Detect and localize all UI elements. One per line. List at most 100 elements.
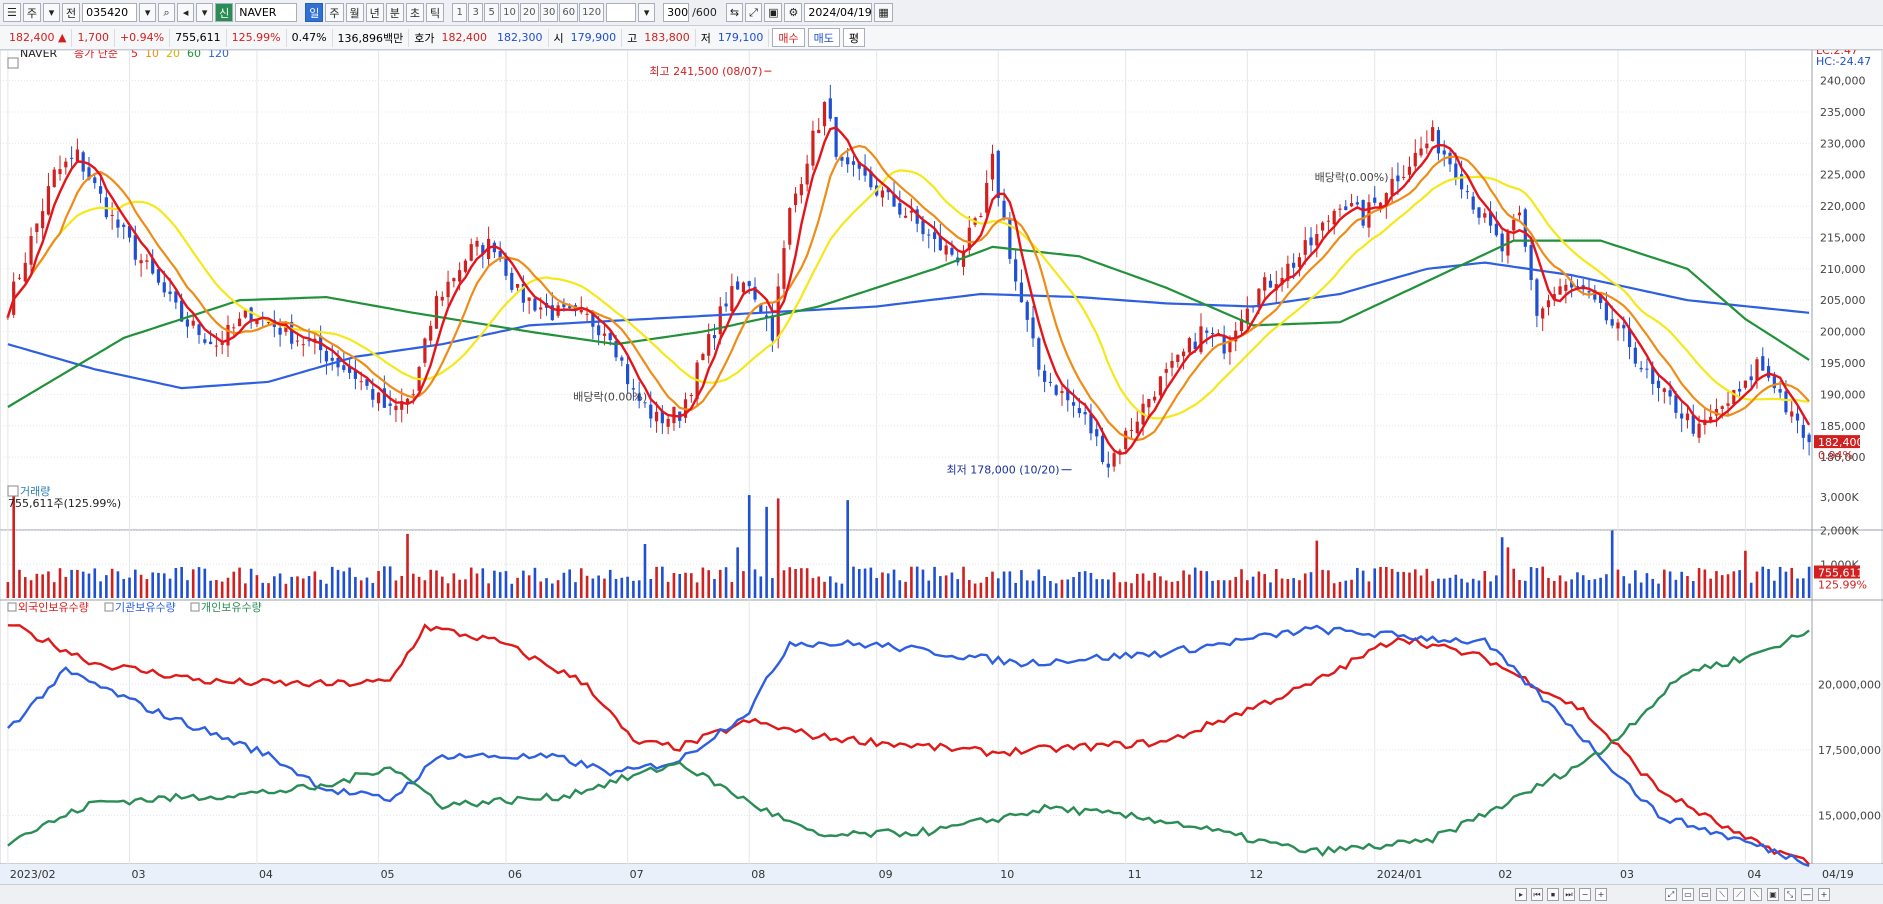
- scroll-control-4[interactable]: −: [1579, 888, 1591, 901]
- period-button-4[interactable]: 분: [385, 3, 404, 22]
- candle-body: [29, 236, 33, 265]
- scroll-control-3[interactable]: ⏭: [1563, 888, 1575, 901]
- x-tick-label: 07: [630, 868, 644, 881]
- scroll-control-5[interactable]: +: [1595, 888, 1607, 901]
- volume-bar: [435, 570, 438, 598]
- candle-body: [255, 320, 259, 325]
- chart-tool-2[interactable]: ▭: [1699, 888, 1711, 901]
- settings-gear-icon[interactable]: ⚙: [784, 3, 803, 22]
- volume-bar: [672, 572, 676, 598]
- stock-name-field[interactable]: NAVER: [235, 3, 298, 22]
- scroll-bar[interactable]: ▸ ⏮ ⏹ ⏭ − + ⤢ ▭ ▭ ⟍ ⟋ ⟍ ▣ ⤡ — +: [0, 884, 1883, 904]
- candle-body: [1616, 322, 1620, 329]
- scroll-control-1[interactable]: ⏮: [1531, 888, 1543, 901]
- code-dropdown-icon[interactable]: ▾: [139, 3, 157, 22]
- candle-body: [805, 163, 809, 185]
- candle-body: [1187, 338, 1191, 353]
- candle-body: [741, 282, 746, 293]
- candle-body: [139, 260, 143, 264]
- chart-tool-9[interactable]: +: [1818, 888, 1830, 901]
- chart-tool-6[interactable]: ▣: [1767, 888, 1779, 901]
- period-button-5[interactable]: 초: [405, 3, 424, 22]
- sell-button[interactable]: 매도: [807, 28, 840, 47]
- code-input[interactable]: 035420: [82, 3, 138, 22]
- volume-bar: [863, 568, 867, 598]
- period-dropdown-icon[interactable]: ▾: [43, 3, 60, 22]
- volume-bar: [649, 578, 653, 598]
- candle-body: [52, 169, 56, 188]
- volume-bar: [1153, 572, 1156, 598]
- candle-body: [597, 325, 601, 336]
- date-input[interactable]: 2024/04/19: [804, 3, 873, 22]
- candle-body: [1795, 413, 1800, 421]
- candle-body: [156, 269, 161, 283]
- ask-price: 182,400: [441, 31, 488, 44]
- candle-body: [898, 203, 902, 215]
- speaker-icon[interactable]: ◂: [177, 3, 195, 22]
- save-icon[interactable]: ▣: [764, 3, 783, 22]
- candle-body: [1025, 301, 1029, 320]
- volume-bar: [1790, 567, 1794, 598]
- chart-tool-8[interactable]: —: [1801, 888, 1813, 901]
- volume-bar: [1008, 571, 1012, 598]
- chart-tool-3[interactable]: ⟍: [1716, 888, 1728, 901]
- interval-button-30[interactable]: 30: [539, 3, 559, 22]
- volume-bar: [886, 573, 890, 598]
- interval-button-20[interactable]: 20: [519, 3, 539, 22]
- candle-body: [990, 153, 995, 180]
- scroll-control-0[interactable]: ▸: [1515, 888, 1527, 901]
- period-prefix[interactable]: 주: [22, 3, 41, 22]
- volume-bar: [1332, 583, 1336, 598]
- volume-bar: [1101, 579, 1104, 598]
- price-change-pct: +0.94%: [115, 28, 171, 47]
- period-button-6[interactable]: 틱: [426, 3, 445, 22]
- high-label: 고: [627, 31, 638, 45]
- chart-tool-7[interactable]: ⤡: [1784, 888, 1796, 901]
- volume-bar: [1107, 579, 1110, 598]
- period-button-1[interactable]: 주: [325, 3, 344, 22]
- chart-tool-4[interactable]: ⟋: [1733, 888, 1745, 901]
- period-button-2[interactable]: 월: [345, 3, 364, 22]
- price-tick-label: 190,000: [1820, 388, 1866, 401]
- custom-interval-input[interactable]: [606, 3, 637, 22]
- interval-dropdown-icon[interactable]: ▾: [638, 3, 656, 22]
- candle-body: [1529, 245, 1533, 280]
- calendar-icon[interactable]: ▦: [874, 3, 893, 22]
- interval-button-120[interactable]: 120: [579, 3, 605, 22]
- candle-body: [1112, 453, 1116, 467]
- search-icon[interactable]: ⌕: [158, 3, 176, 22]
- chart-tool-5[interactable]: ⟍: [1750, 888, 1762, 901]
- scroll-control-2[interactable]: ⏹: [1547, 888, 1559, 901]
- buy-button[interactable]: 매수: [772, 28, 805, 47]
- candle-body: [1263, 277, 1267, 291]
- eval-button[interactable]: 평: [842, 28, 866, 47]
- zoom-icon[interactable]: ⤢: [745, 3, 763, 22]
- interval-button-1[interactable]: 1: [452, 3, 468, 22]
- interval-button-10[interactable]: 10: [500, 3, 519, 22]
- period-button-3[interactable]: 년: [365, 3, 384, 22]
- volume-bar: [811, 578, 815, 598]
- data-count-input[interactable]: 300: [663, 3, 690, 22]
- interval-button-60[interactable]: 60: [559, 3, 579, 22]
- stock-chart[interactable]: 2023/02 03 04 05 06 07 08 09 10 11 12 2024/01 02 03 04…: [0, 50, 1883, 884]
- candle-body: [1361, 200, 1365, 226]
- symbol-dropdown-icon[interactable]: ▾: [196, 3, 214, 22]
- period-button-0[interactable]: 일: [305, 3, 324, 22]
- volume-bar: [794, 568, 797, 598]
- market-button[interactable]: 전: [62, 3, 81, 22]
- chart-tool-1[interactable]: ▭: [1682, 888, 1694, 901]
- candle-body: [747, 281, 751, 287]
- ma-legend-item: 120: [208, 50, 229, 60]
- chart-tool-0[interactable]: ⤢: [1665, 888, 1677, 901]
- menu-icon[interactable]: ☰: [3, 3, 21, 22]
- volume-bar: [99, 581, 102, 598]
- volume-bar: [1072, 577, 1075, 598]
- scroll-arrows-icon[interactable]: ⇆: [725, 3, 744, 22]
- volume-bar: [1686, 576, 1689, 598]
- candle-body: [1303, 240, 1307, 255]
- interval-button-3[interactable]: 3: [468, 3, 484, 22]
- interval-button-5[interactable]: 5: [484, 3, 500, 22]
- candle-body: [1488, 212, 1493, 226]
- turnover-pct: 0.47%: [287, 28, 333, 47]
- volume-bar: [1002, 571, 1006, 598]
